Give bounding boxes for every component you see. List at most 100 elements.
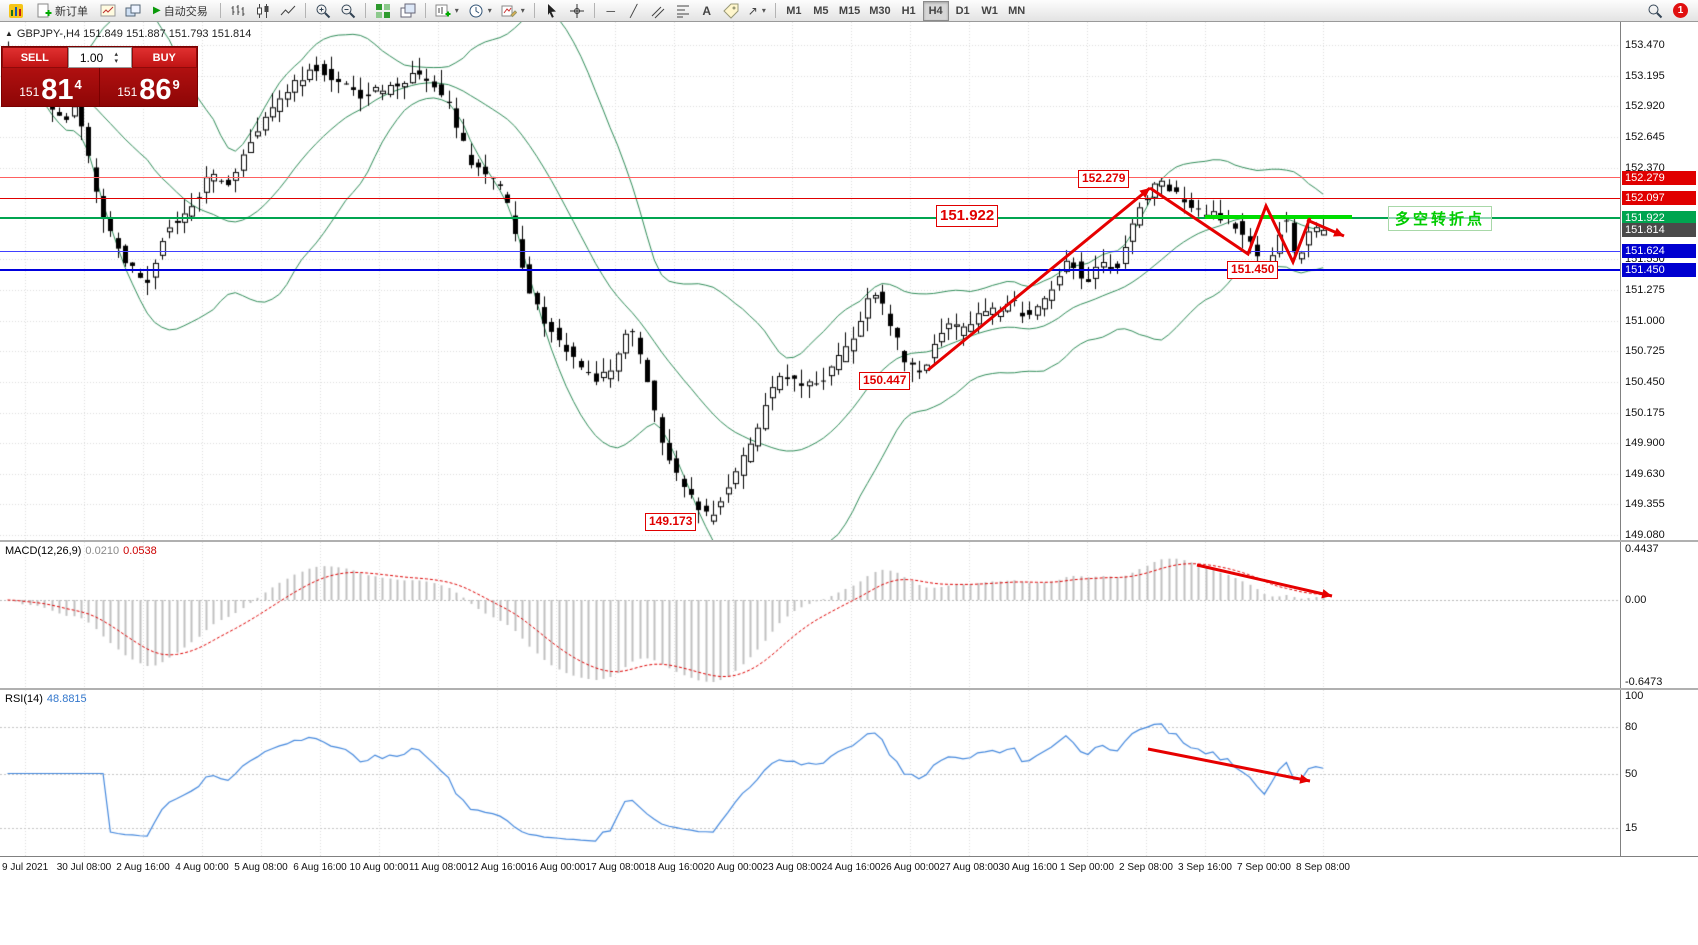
bar-chart-type-icon[interactable] <box>226 1 250 21</box>
sell-price-display[interactable]: 151 81 4 <box>2 68 99 106</box>
main-chart-canvas[interactable] <box>0 22 1620 540</box>
chart-plot-area[interactable]: 多空转折点 ▲ GBPJPY-,H4 151.849 151.887 151.7… <box>0 22 1620 540</box>
one-click-trading-panel: SELL ▴ ▾ BUY 151 81 4 <box>1 46 198 107</box>
price-scale-badge: 152.097 <box>1622 191 1696 206</box>
price-callout[interactable]: 149.173 <box>645 513 697 531</box>
time-axis-label: 18 Aug 16:00 <box>644 862 704 873</box>
time-axis-label: 7 Sep 00:00 <box>1237 862 1291 873</box>
macd-signal-value: 0.0538 <box>123 545 157 557</box>
timeframe-m30[interactable]: M30 <box>869 4 891 17</box>
sell-price-prefix: 151 <box>19 85 40 99</box>
collapse-icon[interactable]: ▲ <box>5 29 13 38</box>
timeframe-w1[interactable]: W1 <box>981 4 998 17</box>
candlestick-type-icon[interactable] <box>251 1 275 21</box>
price-callout[interactable]: 151.450 <box>1227 261 1279 279</box>
symbol-ohlc-header: ▲ GBPJPY-,H4 151.849 151.887 151.793 151… <box>5 28 251 40</box>
time-axis-label: 17 Aug 08:00 <box>585 862 645 873</box>
time-axis-label: 2 Sep 08:00 <box>1119 862 1173 873</box>
search-icon[interactable] <box>1643 1 1667 21</box>
main-toolbar: 新订单 ▶ 自动交易 <box>0 0 1698 22</box>
fibonacci-tool[interactable] <box>671 1 695 21</box>
text-tool[interactable]: A <box>702 3 712 18</box>
buy-button[interactable]: BUY <box>131 47 197 68</box>
price-callout[interactable]: 150.447 <box>859 372 911 390</box>
price-callout[interactable]: 152.279 <box>1078 170 1130 188</box>
zoom-in-icon[interactable] <box>311 1 335 21</box>
price-hline[interactable] <box>0 269 1620 272</box>
volume-up-icon[interactable]: ▴ <box>114 50 119 58</box>
macd-label: MACD(12,26,9) 0.0210 0.0538 <box>5 545 157 557</box>
macd-plot-area[interactable]: MACD(12,26,9) 0.0210 0.0538 <box>0 542 1620 688</box>
price-scale-label: 152.370 <box>1625 161 1665 174</box>
horizontal-line-tool[interactable]: ─ <box>606 3 615 18</box>
new-chart-dropdown[interactable]: ▾ <box>431 1 463 21</box>
time-axis-label: 3 Sep 16:00 <box>1178 862 1232 873</box>
toolbar-separator <box>424 3 426 18</box>
autotrading-button[interactable]: ▶ 自动交易 <box>146 1 215 21</box>
tile-windows-icon[interactable] <box>371 1 395 21</box>
volume-down-icon[interactable]: ▾ <box>114 57 119 65</box>
symbol-ohlc-text: GBPJPY-,H4 151.849 151.887 151.793 151.8… <box>16 28 252 40</box>
macd-scale-label: -0.6473 <box>1625 676 1663 689</box>
price-scale-label: 151.275 <box>1625 284 1665 296</box>
price-hline[interactable] <box>0 177 1620 179</box>
timeframe-m1[interactable]: M1 <box>786 4 802 17</box>
price-hline[interactable] <box>0 250 1620 252</box>
new-order-button[interactable]: 新订单 <box>29 1 95 21</box>
toolbar-separator <box>533 3 535 18</box>
time-axis-label: 4 Aug 00:00 <box>175 862 229 873</box>
macd-panel: MACD(12,26,9) 0.0210 0.0538 0.4437 0.00 -0.6… <box>0 540 1698 688</box>
time-axis-label: 8 Sep 08:00 <box>1296 862 1350 873</box>
time-axis-label: 11 Aug 08:00 <box>408 862 468 873</box>
time-axis-label: 5 Aug 08:00 <box>234 862 288 873</box>
timeframe-m5[interactable]: M5 <box>813 4 829 17</box>
timeframe-h4[interactable]: H4 <box>922 0 949 21</box>
timeframe-m15[interactable]: M15 <box>838 4 861 17</box>
toolbar-separator <box>219 3 221 18</box>
main-chart-panel: 多空转折点 ▲ GBPJPY-,H4 151.849 151.887 151.7… <box>0 22 1698 541</box>
main-price-scale[interactable]: 153.470 153.195 152.920 152.645 152.370 151.5… <box>1620 22 1698 541</box>
channel-tool[interactable] <box>646 1 670 21</box>
templates-dropdown[interactable]: ▾ <box>497 1 529 21</box>
timeframe-h1[interactable]: H1 <box>901 4 916 17</box>
rsi-canvas[interactable] <box>0 690 1620 856</box>
price-scale-label: 153.195 <box>1625 69 1665 82</box>
line-chart-type-icon[interactable] <box>276 1 300 21</box>
buy-price-prefix: 151 <box>117 85 138 99</box>
timeframe-group: M1 M5 M15 M30 H1 H4 D1 W1 MN <box>781 0 1030 21</box>
rsi-value: 48.8815 <box>46 693 87 705</box>
chevron-down-icon: ▾ <box>520 5 525 15</box>
zoom-out-icon[interactable] <box>336 1 360 21</box>
price-callout[interactable]: 151.922 <box>936 205 999 227</box>
buy-price-point: 9 <box>172 77 180 92</box>
time-axis-label: 23 Aug 08:00 <box>762 862 822 873</box>
timeframe-mn[interactable]: MN <box>1008 4 1026 17</box>
time-axis[interactable]: 9 Jul 2021 30 Jul 08:00 2 Aug 16:00 4 Aug 0… <box>0 856 1698 880</box>
trendline-tool[interactable]: ╱ <box>630 3 638 18</box>
price-hline[interactable] <box>0 216 1620 219</box>
profiles-icon[interactable] <box>121 1 145 21</box>
volume-input[interactable] <box>68 50 115 65</box>
time-axis-label: 24 Aug 16:00 <box>821 862 881 873</box>
turning-point-label[interactable]: 多空转折点 <box>1388 206 1493 231</box>
rsi-plot-area[interactable]: RSI(14) 48.8815 <box>0 690 1620 856</box>
charts-toolbar-icon[interactable] <box>96 1 120 21</box>
timeframe-d1[interactable]: D1 <box>955 4 970 17</box>
cursor-icon[interactable] <box>540 1 564 21</box>
rsi-scale-label: 15 <box>1625 821 1638 834</box>
label-tool[interactable] <box>719 1 743 21</box>
notification-badge[interactable]: 1 <box>1673 3 1688 18</box>
sell-button[interactable]: SELL <box>2 47 68 68</box>
shapes-dropdown[interactable]: ↗ ▾ <box>747 3 766 18</box>
macd-canvas[interactable] <box>0 542 1620 688</box>
pivot-thick-line[interactable] <box>1205 214 1352 219</box>
crosshair-icon[interactable] <box>565 1 589 21</box>
price-scale-label: 153.470 <box>1625 39 1665 51</box>
toolbar-separator <box>364 3 366 18</box>
autotrading-play-icon: ▶ <box>153 4 161 16</box>
price-scale-label: 150.175 <box>1625 406 1665 419</box>
buy-price-display[interactable]: 151 86 9 <box>100 68 197 106</box>
price-hline[interactable] <box>0 197 1620 199</box>
cascade-windows-icon[interactable] <box>396 1 420 21</box>
periods-dropdown[interactable]: ▾ <box>464 1 496 21</box>
